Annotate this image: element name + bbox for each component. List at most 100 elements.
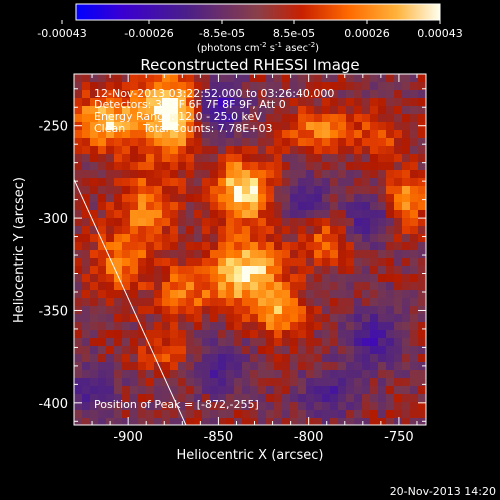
heatmap-cell (258, 298, 266, 306)
heatmap-cell (378, 258, 386, 266)
heatmap-cell (266, 322, 274, 330)
heatmap-cell (106, 210, 114, 218)
heatmap-cell (202, 322, 210, 330)
heatmap-cell (178, 258, 186, 266)
heatmap-cell (378, 410, 386, 418)
heatmap-cell (378, 250, 386, 258)
heatmap-cell (298, 98, 306, 106)
heatmap-cell (354, 394, 362, 402)
heatmap-cell (178, 274, 186, 282)
heatmap-cell (330, 218, 338, 226)
heatmap-cell (170, 234, 178, 242)
heatmap-cell (74, 322, 82, 330)
heatmap-cell (130, 346, 138, 354)
heatmap-cell (162, 394, 170, 402)
heatmap-cell (178, 330, 186, 338)
heatmap-cell (298, 314, 306, 322)
heatmap-cell (258, 314, 266, 322)
heatmap-cell (362, 258, 370, 266)
heatmap-cell (330, 74, 338, 82)
heatmap-cell (418, 138, 426, 146)
heatmap-cell (370, 402, 378, 410)
heatmap-cell (258, 346, 266, 354)
heatmap-cell (74, 218, 82, 226)
heatmap-cell (274, 274, 282, 282)
heatmap-cell (282, 154, 290, 162)
heatmap-cell (418, 322, 426, 330)
heatmap-cell (202, 386, 210, 394)
heatmap-cell (314, 186, 322, 194)
heatmap-cell (202, 226, 210, 234)
heatmap-cell (170, 266, 178, 274)
heatmap-cell (394, 306, 402, 314)
heatmap-cell (226, 346, 234, 354)
heatmap-cell (122, 234, 130, 242)
heatmap-cell (90, 314, 98, 322)
heatmap-cell (314, 90, 322, 98)
heatmap-cell (162, 346, 170, 354)
heatmap-cell (178, 210, 186, 218)
heatmap-cell (250, 170, 258, 178)
heatmap-cell (122, 98, 130, 106)
heatmap-cell (346, 306, 354, 314)
heatmap-cell (410, 186, 418, 194)
heatmap-cell (410, 98, 418, 106)
heatmap-cell (418, 210, 426, 218)
heatmap-cell (330, 186, 338, 194)
heatmap-cell (82, 250, 90, 258)
heatmap-cell (90, 178, 98, 186)
heatmap-cell (82, 74, 90, 82)
heatmap-cell (410, 154, 418, 162)
heatmap-cell (106, 306, 114, 314)
heatmap-cell (234, 178, 242, 186)
heatmap-cell (130, 194, 138, 202)
heatmap-cell (202, 282, 210, 290)
heatmap-cell (202, 210, 210, 218)
heatmap-cell (138, 370, 146, 378)
heatmap-cell (146, 130, 154, 138)
heatmap-cell (194, 154, 202, 162)
heatmap-cell (394, 130, 402, 138)
heatmap-cell (82, 122, 90, 130)
heatmap-cell (346, 298, 354, 306)
heatmap-cell (410, 314, 418, 322)
heatmap-cell (274, 186, 282, 194)
heatmap-cell (186, 290, 194, 298)
heatmap-cell (370, 74, 378, 82)
heatmap-cell (418, 234, 426, 242)
heatmap-cell (418, 130, 426, 138)
heatmap-cell (370, 178, 378, 186)
heatmap-cell (74, 250, 82, 258)
heatmap-cell (162, 410, 170, 418)
heatmap-cell (74, 298, 82, 306)
heatmap-cell (330, 138, 338, 146)
heatmap-cell (386, 378, 394, 386)
heatmap-cell (378, 298, 386, 306)
y-tick-label: -250 (38, 120, 68, 135)
heatmap-cell (330, 354, 338, 362)
heatmap-cell (298, 402, 306, 410)
heatmap-cell (402, 330, 410, 338)
heatmap-cell (146, 138, 154, 146)
heatmap-cell (330, 362, 338, 370)
heatmap-cell (378, 178, 386, 186)
heatmap-cell (290, 226, 298, 234)
heatmap-cell (122, 346, 130, 354)
heatmap-cell (266, 418, 274, 425)
heatmap-cell (162, 98, 170, 106)
heatmap-cell (170, 90, 178, 98)
heatmap-cell (154, 346, 162, 354)
heatmap-cell (362, 202, 370, 210)
heatmap-cell (394, 402, 402, 410)
heatmap-cell (170, 170, 178, 178)
heatmap-cell (194, 90, 202, 98)
heatmap-cell (306, 258, 314, 266)
heatmap-cell (154, 202, 162, 210)
heatmap-cell (74, 162, 82, 170)
heatmap-cell (322, 74, 330, 82)
heatmap-cell (114, 402, 122, 410)
heatmap-cell (170, 354, 178, 362)
heatmap-cell (186, 106, 194, 114)
heatmap-cell (402, 114, 410, 122)
heatmap-cell (418, 298, 426, 306)
